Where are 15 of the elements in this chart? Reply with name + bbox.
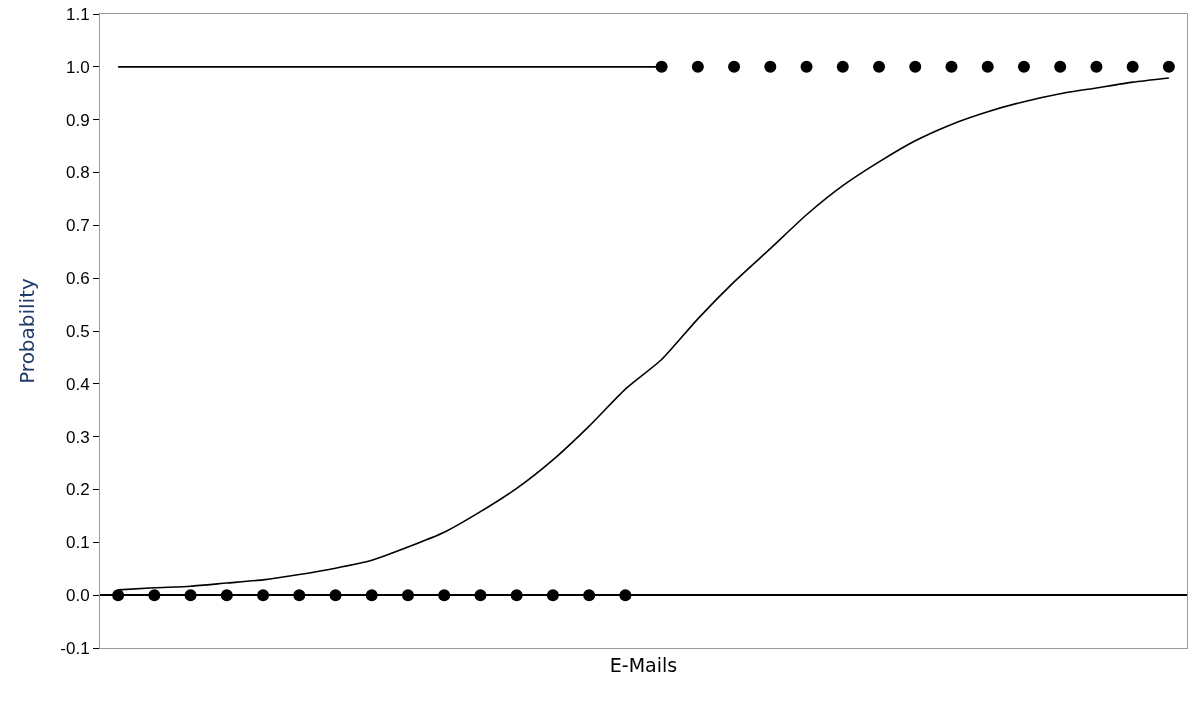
y-tick-label: 0.2 — [65, 480, 90, 500]
y-tick-label: 0.1 — [65, 533, 90, 553]
y-tick-label: -0.1 — [60, 638, 90, 658]
x-axis-title: E-Mails — [609, 653, 678, 676]
y-axis-title: Probability — [14, 277, 39, 384]
y-tick-label: 1.1 — [65, 4, 90, 24]
y-tick-label: 0.4 — [65, 374, 90, 394]
y-tick-label: 0.6 — [65, 269, 90, 289]
y-tick-label: 0.5 — [65, 321, 90, 341]
y-tick-label: 0.9 — [65, 110, 90, 130]
y-tick-label: 1.0 — [65, 57, 90, 77]
y-tick-label: 0.0 — [65, 586, 90, 606]
y-tick-label: 0.8 — [65, 163, 90, 183]
y-tick-label: 0.3 — [65, 427, 90, 447]
y-tick-label: 0.7 — [65, 216, 90, 236]
